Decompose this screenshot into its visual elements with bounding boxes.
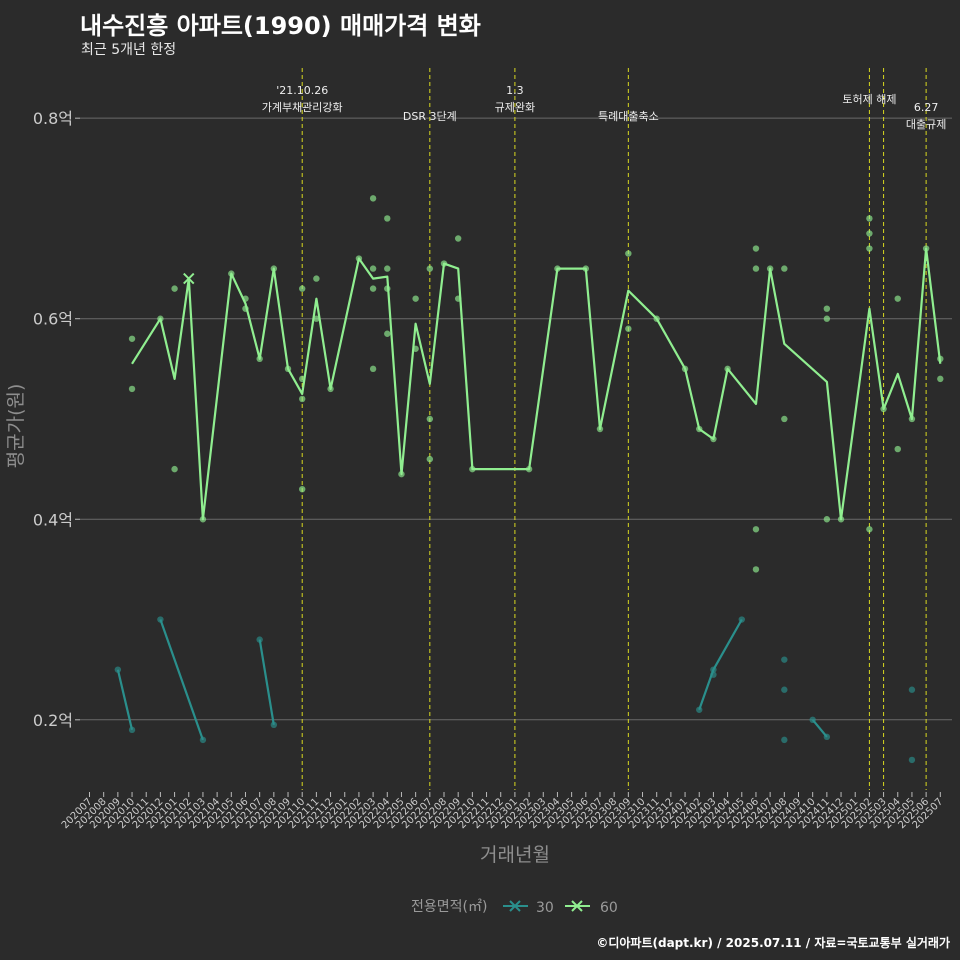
series-layer: [114, 195, 944, 764]
data-point-60: [369, 285, 377, 292]
data-point-30: [128, 726, 136, 734]
data-point-60: [299, 485, 306, 493]
data-point-60: [128, 335, 136, 342]
y-tick-label: 0.2억: [33, 711, 73, 730]
data-point-60: [299, 395, 306, 403]
series-line-30: [159, 619, 204, 741]
data-point-30: [908, 686, 916, 693]
x-axis: 2020072020082020092020102020112020122021…: [60, 792, 945, 831]
data-point-60: [426, 415, 434, 423]
data-point-60: [313, 315, 320, 322]
data-point-60: [752, 566, 760, 573]
event-label-202110: 가계부채관리강화: [262, 101, 343, 114]
data-point-60: [369, 195, 377, 202]
data-point-60: [752, 265, 760, 272]
series-line-60: [131, 247, 942, 521]
data-point-60: [866, 230, 873, 237]
data-point-60: [894, 445, 901, 453]
event-label-202207: DSR 3단계: [403, 110, 457, 123]
data-point-30: [781, 656, 788, 663]
data-point-60: [781, 415, 788, 423]
event-label-202301: 1.3: [506, 84, 524, 97]
legend-label-60: 60: [600, 900, 618, 916]
data-point-60: [313, 275, 320, 282]
data-point-60: [894, 295, 901, 302]
data-point-60: [384, 330, 391, 337]
data-point-60: [752, 526, 760, 533]
legend-entry-60: 60: [565, 900, 618, 916]
series-line-30: [258, 639, 275, 725]
data-point-30: [781, 686, 788, 693]
data-point-30: [256, 636, 263, 643]
data-point-60: [823, 305, 831, 312]
grid-lines: [80, 117, 952, 721]
data-point-30: [781, 736, 788, 744]
event-label-202309: 특례대출축소: [598, 110, 659, 123]
legend-entry-30: 30: [503, 900, 554, 916]
data-point-60: [866, 215, 873, 222]
y-tick-label: 0.6억: [33, 310, 73, 329]
event-lines: [301, 68, 927, 790]
legend-title: 전용면적(㎡): [411, 899, 487, 915]
legend: 전용면적(㎡) 30 60: [411, 899, 618, 916]
source-caption: ©디아파트(dapt.kr) / 2025.07.11 / 자료=국토교통부 실…: [596, 936, 950, 950]
chart-title: 내수진흥 아파트(1990) 매매가격 변화: [80, 12, 481, 40]
data-point-60: [625, 250, 632, 257]
event-label-202301: 규제완화: [495, 101, 535, 114]
data-point-60: [866, 245, 873, 252]
event-label-202506: 대출규제: [906, 118, 946, 131]
series-line-30: [811, 719, 828, 738]
series-line-30: [698, 618, 743, 711]
data-point-60: [823, 315, 831, 322]
data-point-60: [823, 516, 831, 523]
y-tick-label: 0.8억: [33, 109, 73, 128]
data-point-60: [128, 385, 136, 393]
data-point-60: [412, 295, 419, 302]
data-point-60: [171, 465, 178, 473]
data-point-60: [752, 245, 760, 252]
x-axis-title: 거래년월: [480, 844, 550, 866]
legend-cross-30: [509, 900, 521, 912]
data-point-60: [369, 365, 377, 373]
legend-label-30: 30: [536, 900, 554, 916]
chart-subtitle: 최근 5개년 한정: [81, 42, 177, 58]
y-axis-title: 평균가(원): [5, 384, 27, 469]
data-point-60: [384, 265, 391, 272]
data-point-60: [937, 375, 944, 383]
event-label-202502: 토허제 해제: [842, 92, 896, 106]
data-point-60: [866, 526, 873, 533]
data-point-60: [171, 285, 178, 292]
data-point-60: [426, 455, 434, 463]
data-point-60: [369, 265, 377, 272]
data-point-60: [426, 265, 434, 272]
y-tick-label: 0.4억: [33, 510, 73, 529]
legend-cross-60: [571, 900, 583, 912]
data-point-30: [270, 721, 278, 729]
data-point-60: [454, 235, 462, 242]
data-point-60: [299, 285, 306, 292]
series-line-30: [116, 669, 134, 731]
event-label-202506: 6.27: [914, 101, 939, 114]
data-point-60: [384, 215, 391, 222]
series-marker-60: [183, 272, 195, 285]
data-point-60: [625, 325, 632, 332]
y-axis: 0.2억 0.4억 0.6억 0.8억: [33, 109, 80, 730]
data-point-30: [908, 756, 916, 764]
event-label-202110: '21.10.26: [276, 84, 328, 97]
data-point-30: [114, 666, 122, 673]
data-point-60: [781, 265, 788, 272]
